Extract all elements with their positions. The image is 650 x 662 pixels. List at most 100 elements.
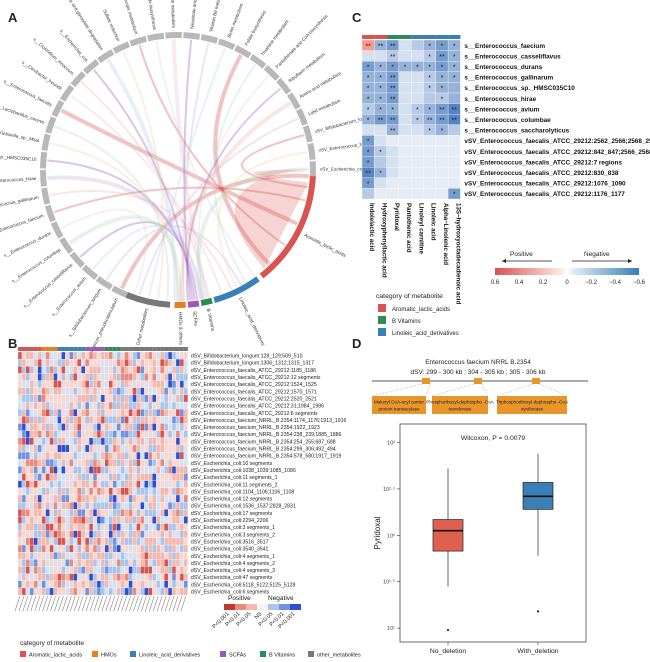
heatmap-cell: [61, 559, 66, 567]
heatmap-cell: [73, 416, 78, 424]
heatmap-cell: [175, 394, 181, 403]
heatmap-cell: [140, 552, 145, 560]
heatmap-row-label: dSV_Escherichia_coli:1104_1106;1106_1108: [191, 489, 295, 495]
heatmap-cell: [57, 573, 62, 581]
chord-segment-label: s__Enterococcus_avium: [51, 276, 88, 317]
heatmap-cell: [148, 366, 153, 374]
heatmap-cell: [179, 480, 185, 488]
heatmap-column-tick: [121, 596, 127, 612]
heatmap-cell: [112, 509, 117, 517]
heatmap-cell: [132, 466, 137, 474]
heatmap-cell: [108, 430, 113, 438]
heatmap-cell: [45, 523, 50, 531]
heatmap-cell: [45, 366, 50, 374]
heatmap-cell: [73, 351, 78, 360]
heatmap-cell: [53, 537, 58, 546]
heatmap-cell: [100, 351, 106, 360]
heatmap-cell: [148, 394, 153, 403]
heatmap-cell: [104, 509, 109, 517]
heatmap-cell: [160, 480, 165, 488]
heatmap-cell: [175, 401, 181, 410]
heatmap-row-label: s__Enterococcus_avium: [464, 106, 539, 113]
heatmap-cell: [164, 451, 169, 460]
heatmap-cell: [57, 401, 62, 410]
heatmap-cell: [175, 523, 181, 531]
heatmap-column-tick: [89, 596, 96, 612]
heatmap-column-tick: [137, 596, 143, 612]
heatmap-cell: [45, 373, 50, 381]
heatmap-cell: [88, 509, 94, 517]
heatmap-cell: [33, 523, 38, 531]
heatmap-cell: [65, 394, 70, 403]
heatmap-cell: [85, 394, 90, 403]
heatmap-cell: [179, 530, 185, 539]
metabolite-segment: [259, 176, 316, 279]
heatmap-cell: [96, 416, 102, 424]
chord-segment: [81, 264, 99, 280]
heatmap-cell: [57, 409, 62, 417]
heatmap-cell: [183, 552, 188, 560]
heatmap-cell: [144, 502, 149, 510]
heatmap-cell: [85, 566, 90, 574]
heatmap-cell: [171, 473, 177, 481]
chord-segment: [296, 108, 308, 126]
heatmap-cell: [21, 416, 27, 424]
category-legend-label: SCFAs: [229, 653, 246, 659]
heatmap-cell: [120, 502, 125, 510]
heatmap-cell: [25, 544, 30, 553]
heatmap-cell: [88, 480, 94, 488]
heatmap-cell: [85, 544, 90, 553]
heatmap-cell: [152, 480, 157, 488]
heatmap-cell: [17, 380, 23, 388]
heatmap-cell: [81, 530, 86, 539]
heatmap-cell: [100, 587, 106, 596]
heatmap-cell: [183, 394, 188, 403]
heatmap-cell: [33, 451, 38, 460]
category-strip-cell: [362, 35, 375, 39]
heatmap-cell: [37, 523, 42, 531]
heatmap-cell: [65, 351, 70, 360]
heatmap-cell: [53, 566, 58, 574]
heatmap-cell: [88, 466, 94, 474]
heatmap-cell: [61, 351, 66, 360]
heatmap-cell: [132, 409, 137, 417]
significance-star: *: [453, 192, 456, 199]
heatmap-cell: [49, 451, 54, 460]
heatmap-cell: [41, 487, 46, 496]
heatmap-cell: [77, 523, 82, 531]
heatmap-cell: [148, 537, 153, 546]
heatmap-column-tick: [168, 596, 175, 612]
heatmap-cell: [120, 537, 125, 546]
heatmap-cell: [17, 394, 23, 403]
heatmap-cell: [92, 516, 98, 524]
significance-star: *: [367, 149, 370, 156]
chord-segment: [309, 161, 317, 178]
chord-segment: [40, 151, 48, 169]
heatmap-cell: [65, 552, 70, 560]
heatmap-cell: [124, 502, 129, 510]
heatmap-cell: [65, 587, 70, 596]
heatmap-cell: [77, 444, 82, 453]
heatmap-cell: [41, 544, 46, 553]
heatmap-cell: [65, 387, 70, 396]
panel-letter-d: D: [352, 336, 362, 351]
heatmap-cell: [179, 437, 185, 446]
heatmap-cell: [57, 566, 62, 574]
heatmap-cell: [423, 135, 436, 147]
heatmap-cell: [104, 559, 109, 567]
heatmap-cell: [69, 423, 74, 431]
heatmap-cell: [96, 523, 102, 531]
heatmap-cell: [104, 530, 109, 539]
heatmap-cell: [179, 494, 185, 503]
heatmap-cell: [183, 466, 188, 474]
heatmap-cell: [53, 359, 58, 367]
significance-star: *: [367, 160, 370, 167]
heatmap-column-tick: [93, 596, 100, 612]
chord-link: [91, 225, 205, 299]
heatmap-cell: [108, 451, 113, 460]
heatmap-cell: [37, 351, 42, 360]
category-strip-cell: [29, 347, 34, 351]
chord-segment: [234, 45, 252, 59]
category-strip-cell: [168, 347, 173, 351]
heatmap-cell: [144, 587, 149, 596]
